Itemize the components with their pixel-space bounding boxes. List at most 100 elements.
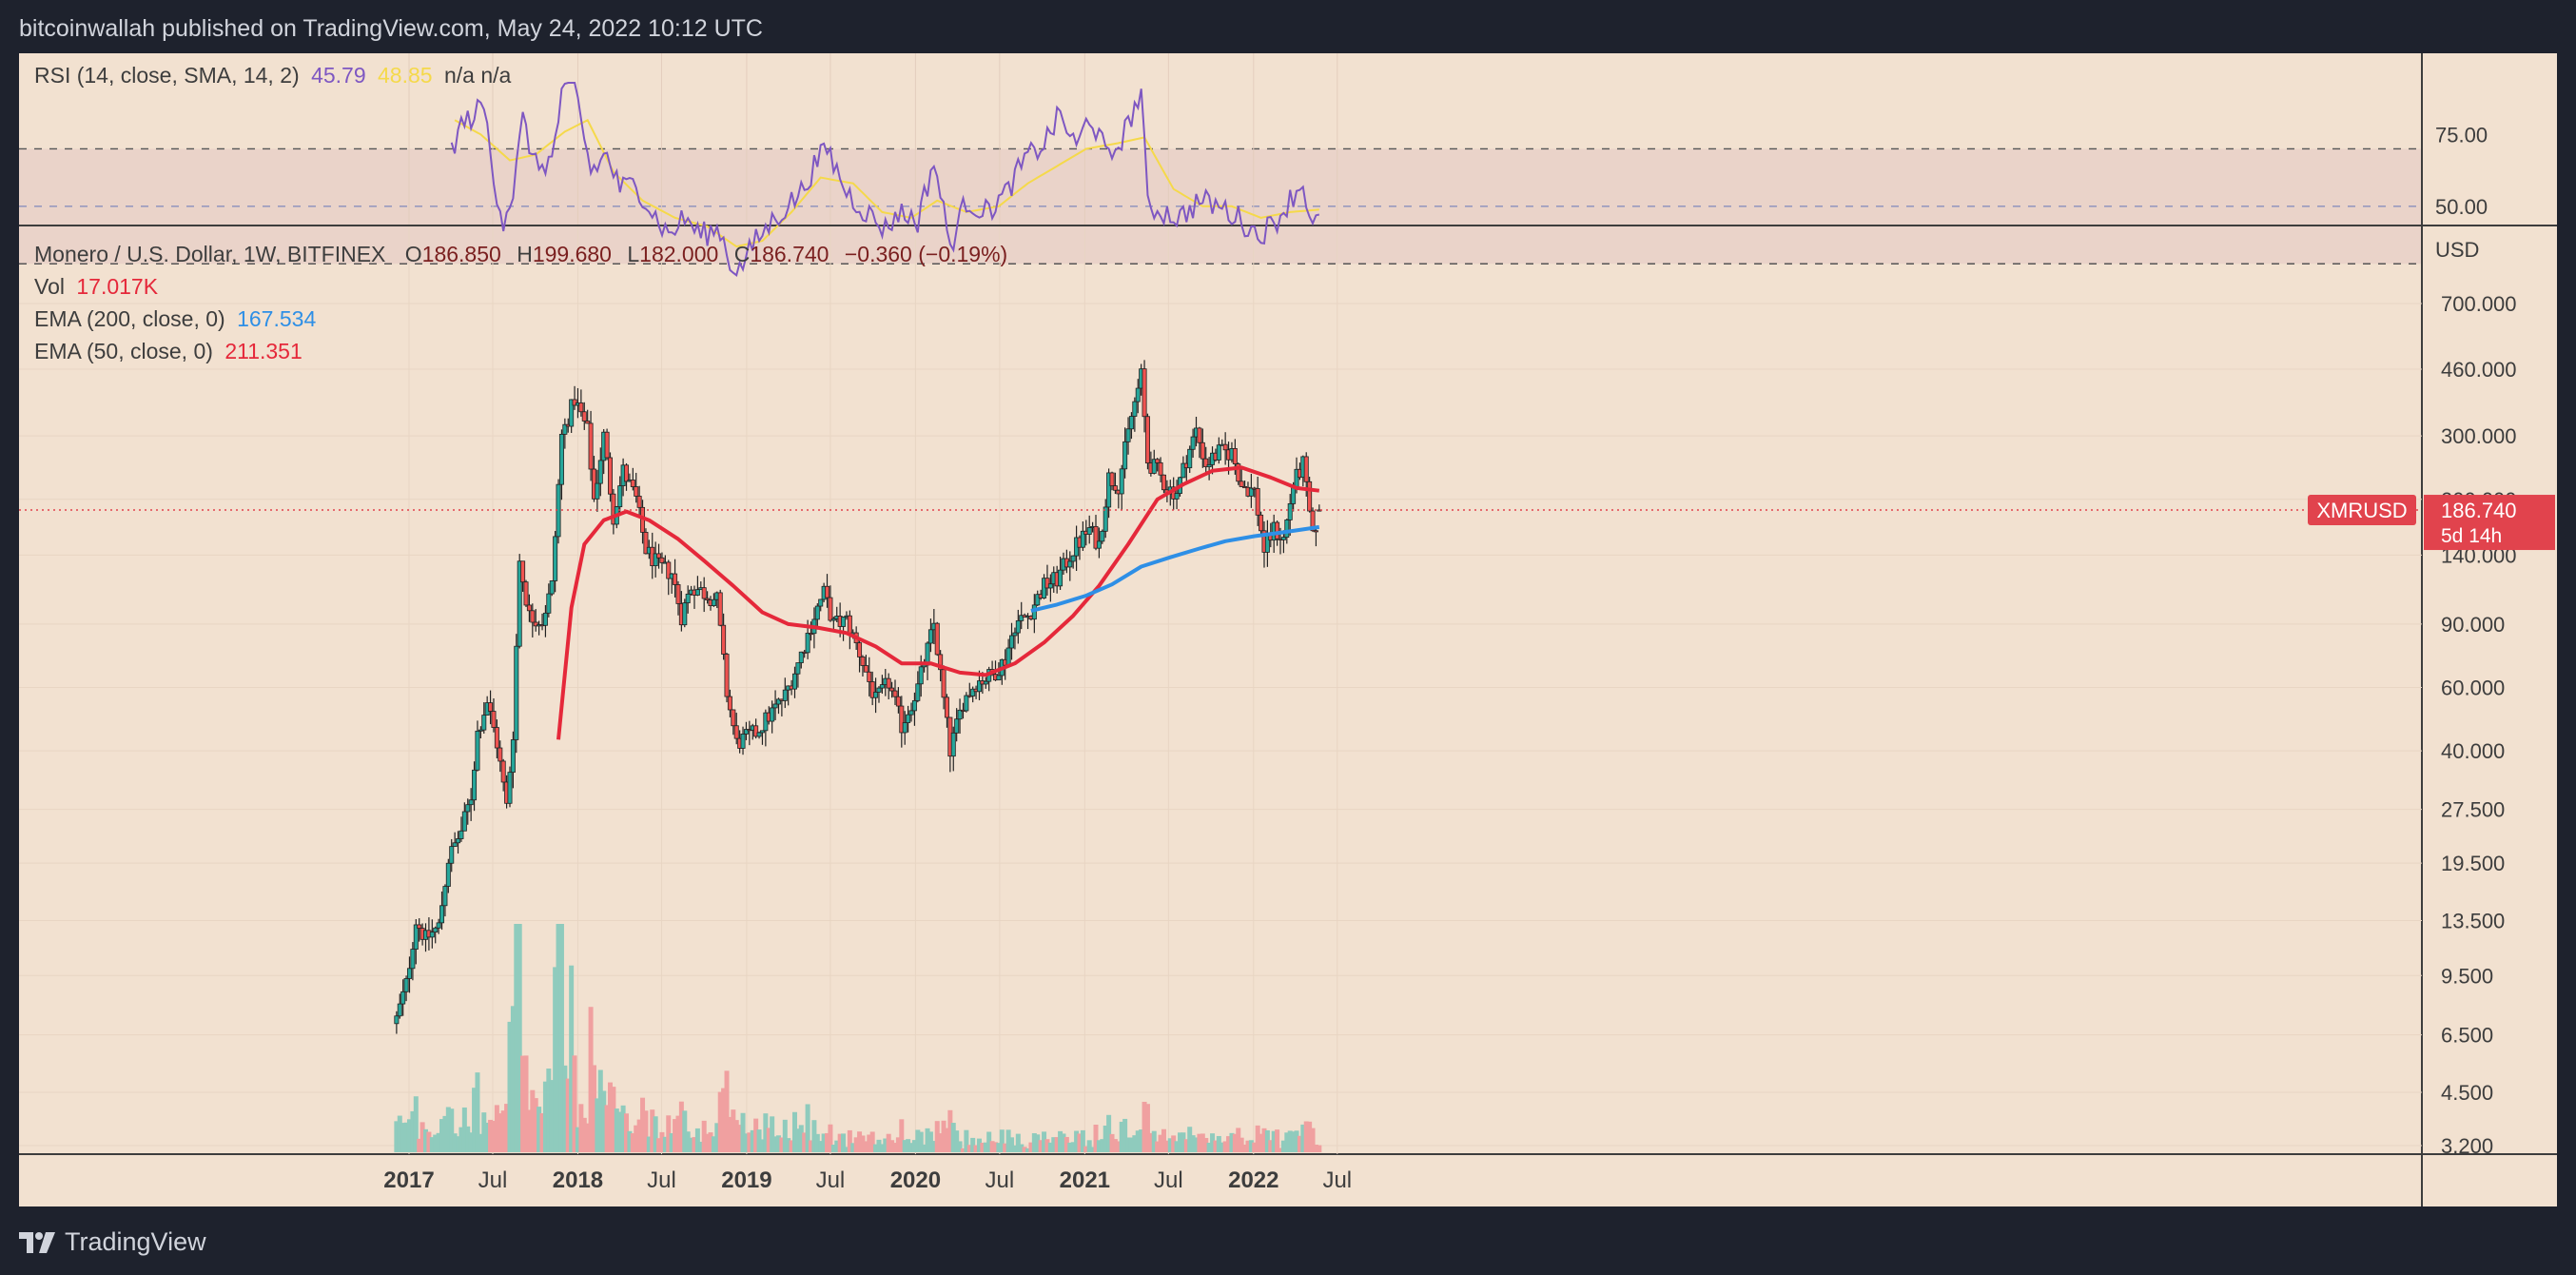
candle-up <box>1291 486 1297 504</box>
volume-bar <box>1047 1142 1053 1152</box>
volume-bar <box>782 1119 788 1152</box>
ema200-label: EMA (200, close, 0) <box>34 306 225 331</box>
candle-up <box>445 862 451 887</box>
chart-svg[interactable]: 75.0050.00USD700.000460.000300.000200.00… <box>19 53 2557 1206</box>
candle-up <box>970 688 976 696</box>
candle-down <box>731 709 736 727</box>
volume-bar <box>1158 1134 1163 1152</box>
candle-up <box>1103 506 1108 532</box>
volume-bar <box>1031 1132 1037 1152</box>
candle-up <box>1135 387 1141 402</box>
volume-bar <box>1067 1142 1073 1152</box>
volume-bar <box>996 1143 1002 1152</box>
volume-bars <box>394 924 1322 1152</box>
volume-bar <box>927 1131 933 1152</box>
volume-bar <box>510 1006 516 1152</box>
candle-up <box>841 617 847 627</box>
volume-bar <box>1171 1135 1177 1152</box>
candle-up <box>475 730 480 771</box>
volume-bar <box>976 1138 982 1152</box>
volume-bar <box>853 1137 859 1152</box>
volume-bar <box>500 1110 506 1152</box>
volume-bar <box>456 1136 461 1152</box>
tradingview-logo-icon <box>19 1231 55 1253</box>
rsi-value: 45.79 <box>311 63 366 88</box>
candle-up <box>452 842 458 848</box>
candle-up <box>1015 619 1021 634</box>
volume-bar <box>1236 1128 1241 1152</box>
tradingview-brand[interactable]: TradingView <box>19 1227 206 1257</box>
candle-down <box>417 924 422 929</box>
volume-bar <box>1164 1140 1170 1152</box>
candle-down <box>1197 427 1202 443</box>
candle-up <box>439 905 445 924</box>
volume-bar <box>850 1143 856 1152</box>
candle-up <box>902 722 907 734</box>
volume-bar <box>452 1133 458 1152</box>
candle-up <box>617 485 623 508</box>
volume-bar <box>876 1139 882 1152</box>
candle-down <box>753 725 759 737</box>
candle-up <box>507 772 513 804</box>
volume-bar <box>558 924 564 1152</box>
volume-bar <box>941 1120 946 1152</box>
price-tags[interactable]: XMRUSD 186.740 5d 14h <box>2308 495 2555 551</box>
volume-bar <box>1194 1137 1200 1152</box>
candle-up <box>795 662 801 675</box>
volume-bar <box>491 1120 497 1152</box>
candle-down <box>523 581 529 606</box>
candle-down <box>1155 459 1161 463</box>
volume-bar <box>436 1132 441 1152</box>
volume-bar <box>886 1133 891 1152</box>
volume-bar <box>1261 1128 1267 1152</box>
volume-bar <box>989 1141 995 1152</box>
volume-bar <box>895 1137 901 1152</box>
volume-bar <box>627 1130 633 1152</box>
volume-bar <box>1035 1134 1041 1152</box>
volume-bar <box>727 1116 732 1152</box>
volume-bar <box>1297 1135 1302 1152</box>
volume-bar <box>1252 1142 1258 1152</box>
price-axis-label: 4.500 <box>2441 1081 2493 1105</box>
volume-bar <box>678 1101 684 1152</box>
volume-bar <box>397 1115 402 1152</box>
volume-bar <box>837 1133 843 1152</box>
candle-down <box>886 677 891 689</box>
candle-up <box>562 423 568 435</box>
volume-bar <box>569 965 575 1152</box>
volume-bar <box>556 924 561 1152</box>
candle-up <box>569 399 575 427</box>
chart-frame[interactable]: 75.0050.00USD700.000460.000300.000200.00… <box>19 53 2557 1206</box>
ema50-line <box>556 465 1320 740</box>
candle-up <box>763 712 769 732</box>
volume-bar <box>1271 1130 1277 1152</box>
volume-bar <box>539 1113 545 1152</box>
candlestick-series[interactable] <box>394 360 1322 1034</box>
candle-up <box>517 560 522 647</box>
candle-down <box>724 654 730 697</box>
volume-bar <box>947 1109 953 1152</box>
candle-up <box>711 598 716 607</box>
volume-bar <box>662 1136 668 1152</box>
volume-bar <box>980 1143 986 1152</box>
candle-down <box>630 480 635 487</box>
time-axis-label: 2022 <box>1228 1167 1278 1193</box>
candle-up <box>1100 530 1105 542</box>
candle-up <box>553 536 558 581</box>
attribution-text: bitcoinwallah published on TradingView.c… <box>19 15 763 42</box>
volume-bar <box>1019 1144 1025 1152</box>
volume-bar <box>682 1110 688 1152</box>
volume-bar <box>417 1138 422 1152</box>
main-legend-ohlc: Monero / U.S. Dollar, 1W, BITFINEX O186.… <box>34 242 1007 267</box>
candle-down <box>825 585 830 598</box>
candle-up <box>1187 448 1193 469</box>
volume-bar <box>394 1121 400 1152</box>
candle-up <box>400 991 406 1005</box>
price-axis-label: 9.500 <box>2441 964 2493 988</box>
candle-up <box>1058 569 1064 587</box>
rsi-axis-label: 75.00 <box>2435 123 2488 147</box>
volume-bar <box>899 1119 905 1152</box>
volume-bar <box>1278 1148 1283 1152</box>
time-axis-label: Jul <box>647 1167 676 1193</box>
volume-bar <box>1291 1131 1297 1152</box>
